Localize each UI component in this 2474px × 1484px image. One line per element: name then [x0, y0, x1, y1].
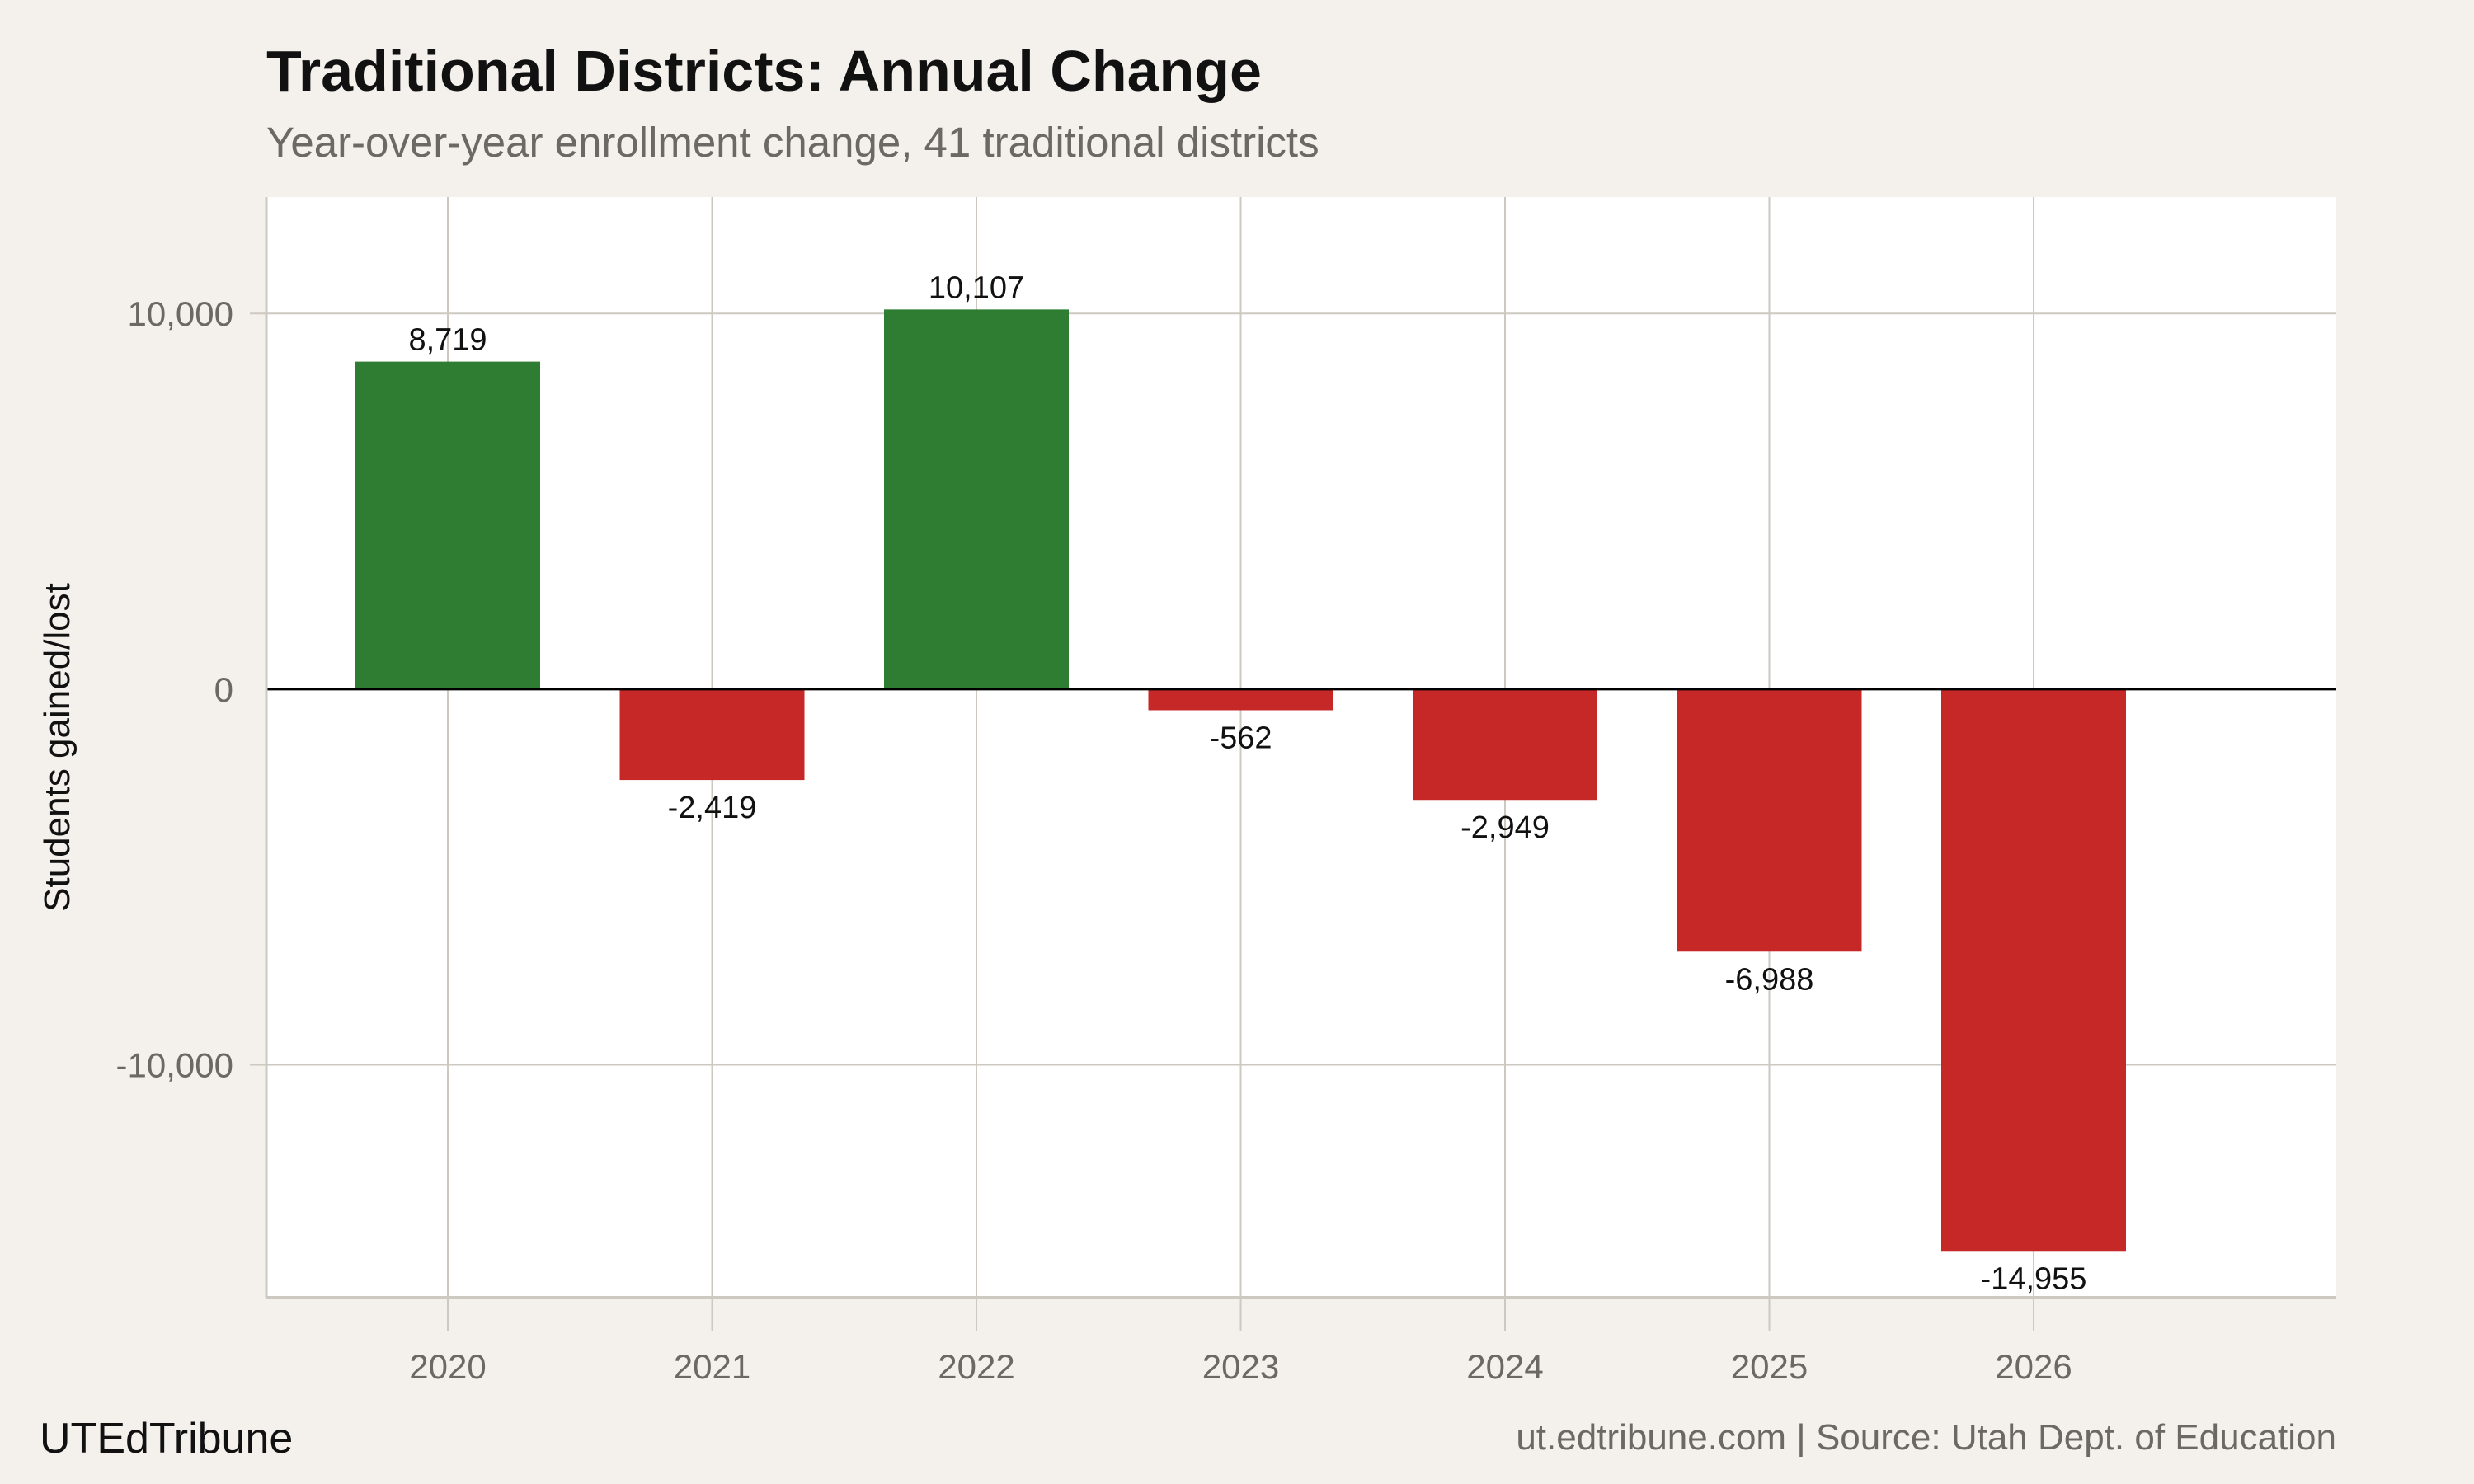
- y-axis-label: Students gained/lost: [37, 583, 78, 912]
- data-label-2024: -2,949: [1460, 810, 1550, 845]
- data-label-2021: -2,419: [668, 791, 757, 825]
- chart-subtitle: Year-over-year enrollment change, 41 tra…: [266, 119, 1319, 166]
- axes: 2020 2021 2022 2023 2024 2025 2026 -10,000 0 10,0…: [116, 197, 2336, 1386]
- data-labels: 8,719 -2,419 10,107 -562 -2,949 -6,988 -14,955: [408, 270, 2086, 1296]
- bar-2026: [1941, 688, 2126, 1252]
- bar-2024: [1413, 688, 1597, 801]
- x-tick-label: 2025: [1731, 1347, 1808, 1386]
- data-label-2026: -14,955: [1981, 1261, 2087, 1296]
- bar-2021: [619, 688, 805, 781]
- x-tick-label: 2021: [674, 1347, 750, 1386]
- bars: [355, 309, 2126, 1252]
- x-tick-label: 2023: [1202, 1347, 1279, 1386]
- bar-2023: [1148, 688, 1333, 711]
- source-note: ut.edtribune.com | Source: Utah Dept. of…: [1516, 1417, 2336, 1458]
- y-tick-label: 0: [214, 670, 233, 709]
- y-tick-label: 10,000: [128, 294, 233, 333]
- x-tick-label: 2022: [938, 1347, 1014, 1386]
- brand-logo-text: UTEdTribune: [40, 1415, 293, 1463]
- y-tick-label: -10,000: [116, 1046, 233, 1085]
- data-label-2025: -6,988: [1725, 962, 1814, 997]
- data-label-2020: 8,719: [408, 323, 487, 358]
- x-tick-label: 2024: [1466, 1347, 1543, 1386]
- x-tick-label: 2026: [1995, 1347, 2072, 1386]
- data-label-2022: 10,107: [929, 270, 1024, 305]
- bar-2020: [355, 361, 540, 689]
- bar-2025: [1677, 688, 1862, 952]
- chart-title: Traditional Districts: Annual Change: [266, 39, 1262, 103]
- bar-2022: [884, 309, 1069, 689]
- x-tick-label: 2020: [409, 1347, 486, 1386]
- data-label-2023: -562: [1209, 721, 1272, 755]
